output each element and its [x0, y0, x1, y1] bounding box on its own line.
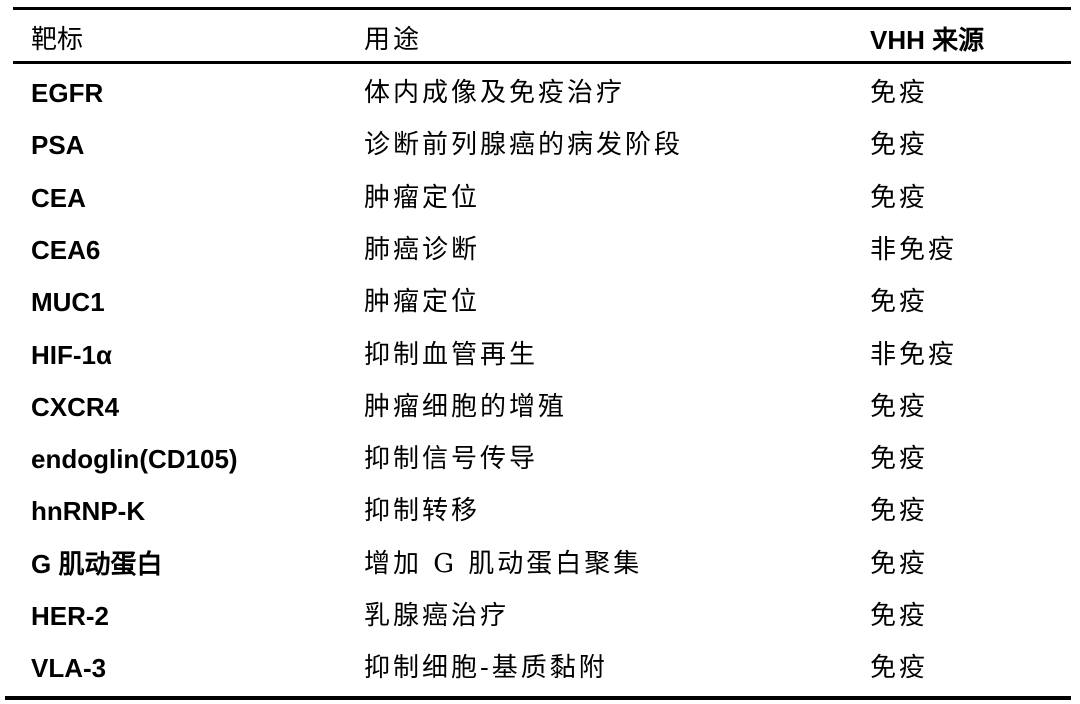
- cell-vhh-source: 免疫: [870, 548, 929, 579]
- cell-usage: 肺癌诊断: [364, 234, 481, 265]
- header-vhh-source: VHH 来源: [870, 25, 985, 55]
- table-row: MUC1 肿瘤定位 免疫: [0, 276, 1080, 328]
- table-row: PSA 诊断前列腺癌的病发阶段 免疫: [0, 119, 1080, 171]
- table-row: hnRNP-K 抑制转移 免疫: [0, 485, 1080, 537]
- cell-target: HER-2: [31, 601, 110, 631]
- table-row: CEA6 肺癌诊断 非免疫: [0, 224, 1080, 276]
- bottom-rule: [5, 696, 1071, 700]
- cell-target: CEA6: [31, 234, 101, 265]
- cell-usage: 肿瘤定位: [364, 287, 481, 318]
- table-row: CEA 肿瘤定位 免疫: [0, 172, 1080, 224]
- cell-usage: 增加 G 肌动蛋白聚集: [364, 548, 643, 579]
- cell-target: endoglin(CD105): [31, 444, 238, 475]
- cell-vhh-source: 免疫: [870, 78, 929, 108]
- cell-usage: 肿瘤定位: [364, 182, 481, 213]
- cell-vhh-source: 非免疫: [870, 339, 958, 370]
- header-target: 靶标: [31, 25, 84, 55]
- table-row: HER-2 乳腺癌治疗 免疫: [0, 590, 1080, 642]
- cell-vhh-source: 免疫: [870, 182, 929, 213]
- cell-usage: 诊断前列腺癌的病发阶段: [364, 130, 684, 161]
- cell-vhh-source: 免疫: [870, 496, 929, 527]
- table-row: EGFR 体内成像及免疫治疗 免疫: [0, 67, 1080, 119]
- cell-target: EGFR: [31, 78, 104, 108]
- cell-target: CXCR4: [31, 391, 120, 422]
- cell-usage: 体内成像及免疫治疗: [364, 78, 626, 108]
- cell-vhh-source: 免疫: [870, 130, 929, 161]
- table-row: G 肌动蛋白 增加 G 肌动蛋白聚集 免疫: [0, 538, 1080, 590]
- cell-usage: 抑制细胞-基质黏附: [364, 653, 608, 684]
- cell-usage: 肿瘤细胞的增殖: [364, 391, 568, 422]
- cell-target: G 肌动蛋白: [31, 548, 163, 579]
- cell-usage: 抑制信号传导: [364, 444, 539, 475]
- cell-vhh-source: 免疫: [870, 287, 929, 318]
- table-row: CXCR4 肿瘤细胞的增殖 免疫: [0, 381, 1080, 433]
- cell-vhh-source: 免疫: [870, 653, 929, 684]
- cell-vhh-source: 免疫: [870, 391, 929, 422]
- cell-target: PSA: [31, 130, 85, 161]
- table-row: endoglin(CD105) 抑制信号传导 免疫: [0, 433, 1080, 485]
- cell-vhh-source: 非免疫: [870, 234, 958, 265]
- cell-usage: 乳腺癌治疗: [364, 601, 510, 631]
- cell-usage: 抑制血管再生: [364, 339, 539, 370]
- cell-target: HIF-1α: [31, 339, 112, 370]
- table-row: VLA-3 抑制细胞-基质黏附 免疫: [0, 642, 1080, 694]
- top-rule: [13, 7, 1071, 10]
- cell-target: MUC1: [31, 287, 105, 318]
- cell-vhh-source: 免疫: [870, 444, 929, 475]
- table-header: 靶标 用途 VHH 来源: [0, 14, 1080, 66]
- cell-usage: 抑制转移: [364, 496, 481, 527]
- cell-vhh-source: 免疫: [870, 601, 929, 631]
- header-rule: [13, 61, 1071, 64]
- cell-target: VLA-3: [31, 653, 107, 684]
- cell-target: CEA: [31, 182, 86, 213]
- cell-target: hnRNP-K: [31, 496, 146, 527]
- table-row: HIF-1α 抑制血管再生 非免疫: [0, 329, 1080, 381]
- header-usage: 用途: [364, 25, 423, 55]
